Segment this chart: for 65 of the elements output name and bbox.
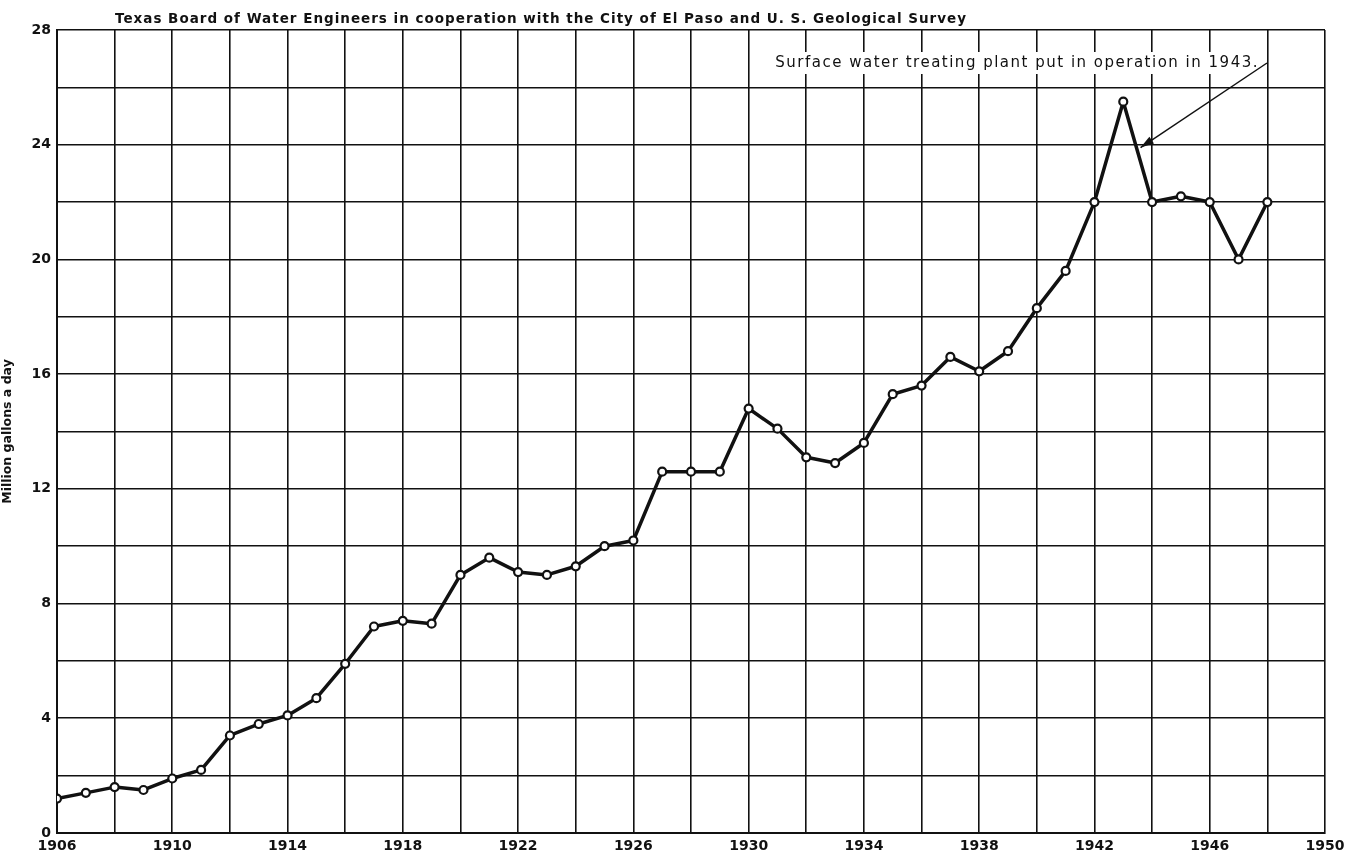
y-tick-label: 4: [41, 708, 52, 725]
x-tick-label: 1910: [152, 837, 193, 854]
point: [340, 658, 351, 669]
point: [253, 718, 264, 730]
y-tick-label: 8: [41, 594, 51, 611]
point: [1002, 346, 1014, 357]
point: [512, 566, 524, 578]
point: [426, 618, 437, 629]
point: [916, 380, 927, 391]
point: [1262, 196, 1273, 208]
point: [887, 389, 898, 400]
x-tick-label: 1922: [498, 837, 538, 854]
y-axis-title: Million gallons a day: [0, 359, 14, 504]
point: [1060, 265, 1071, 276]
point: [801, 452, 812, 463]
chart-title: Texas Board of Water Engineers in cooperation with the City of El Paso and U. S. Geological Survey: [115, 9, 967, 26]
point: [311, 693, 322, 704]
y-tick-label: 28: [31, 20, 51, 37]
x-tick-label: 1918: [383, 837, 423, 854]
x-tick-label: 1938: [959, 837, 999, 854]
x-tick-label: 1950: [1305, 837, 1345, 854]
x-tick-label: 1942: [1074, 837, 1114, 854]
y-tick-label: 20: [31, 250, 52, 267]
x-tick-label: 1946: [1190, 837, 1230, 854]
point: [109, 782, 120, 793]
point: [599, 541, 610, 552]
point: [455, 569, 466, 580]
annotation: Surface water treating plant put in operation in 1943.: [775, 52, 1259, 71]
point: [657, 466, 668, 477]
point: [1146, 196, 1158, 208]
point: [167, 773, 178, 784]
point: [1204, 196, 1215, 208]
y-tick-label: 16: [31, 364, 51, 381]
point: [224, 730, 236, 741]
x-tick-label: 1926: [613, 837, 653, 854]
y-tick-label: 24: [31, 135, 52, 152]
point: [1118, 96, 1129, 107]
point: [714, 466, 725, 477]
point: [570, 561, 581, 572]
y-tick-label: 0: [41, 823, 52, 840]
point: [628, 535, 639, 546]
x-tick-label: 1930: [729, 837, 769, 854]
point: [1175, 191, 1187, 202]
point: [945, 351, 956, 363]
x-tick-label: 1934: [844, 837, 884, 854]
point: [397, 615, 408, 626]
point: [772, 423, 783, 434]
point: [1233, 254, 1244, 265]
y-tick-label: 12: [31, 479, 51, 496]
point: [368, 621, 380, 632]
point: [138, 784, 149, 796]
point: [858, 437, 870, 449]
point: [195, 764, 207, 776]
point: [685, 466, 697, 477]
point: [974, 366, 985, 377]
x-tick-label: 1914: [268, 837, 308, 854]
point: [1031, 303, 1042, 314]
point: [282, 710, 293, 721]
x-tick-label: 1906: [37, 837, 77, 854]
point: [541, 569, 553, 580]
point: [1089, 196, 1100, 208]
point: [80, 787, 91, 798]
point: [484, 552, 495, 563]
point: [743, 403, 754, 414]
point: [829, 457, 841, 469]
